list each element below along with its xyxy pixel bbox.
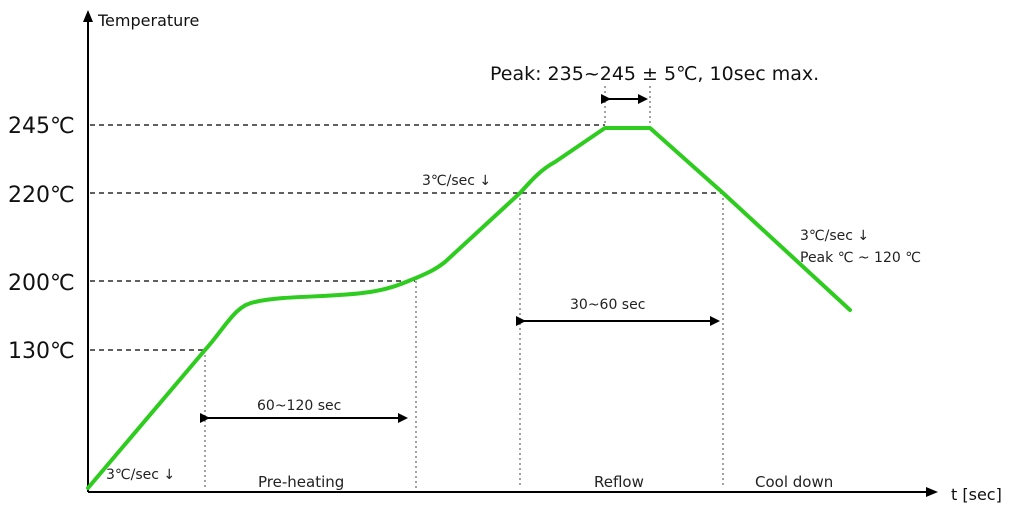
rate-initial-label: 3℃/sec ↓: [106, 467, 175, 483]
cool-range-label: Peak ℃ ~ 120 ℃: [800, 250, 921, 266]
y-axis-label: Temperature: [97, 11, 199, 30]
temp-label-220: 220℃: [8, 183, 75, 208]
reflow-duration-label: 30~60 sec: [570, 297, 645, 313]
phase-preheat-label: Pre-heating: [258, 473, 344, 491]
peak-annotation: Peak: 235~245 ± 5℃, 10sec max.: [490, 63, 819, 85]
rate-cool-label: 3℃/sec ↓: [800, 228, 869, 244]
preheat-duration-label: 60~120 sec: [257, 398, 341, 414]
x-axis-label: t [sec]: [951, 485, 1002, 504]
rate-reflow-label: 3℃/sec ↓: [422, 173, 491, 189]
x-axis-arrow-icon: [926, 487, 938, 497]
phase-reflow-label: Reflow: [594, 473, 644, 491]
phase-cool-label: Cool down: [755, 473, 833, 491]
temperature-profile-line: [86, 126, 852, 490]
y-axis-arrow-icon: [83, 10, 93, 22]
temp-label-130: 130℃: [8, 339, 75, 364]
temp-label-245: 245℃: [8, 114, 75, 139]
temp-label-200: 200℃: [8, 271, 75, 296]
